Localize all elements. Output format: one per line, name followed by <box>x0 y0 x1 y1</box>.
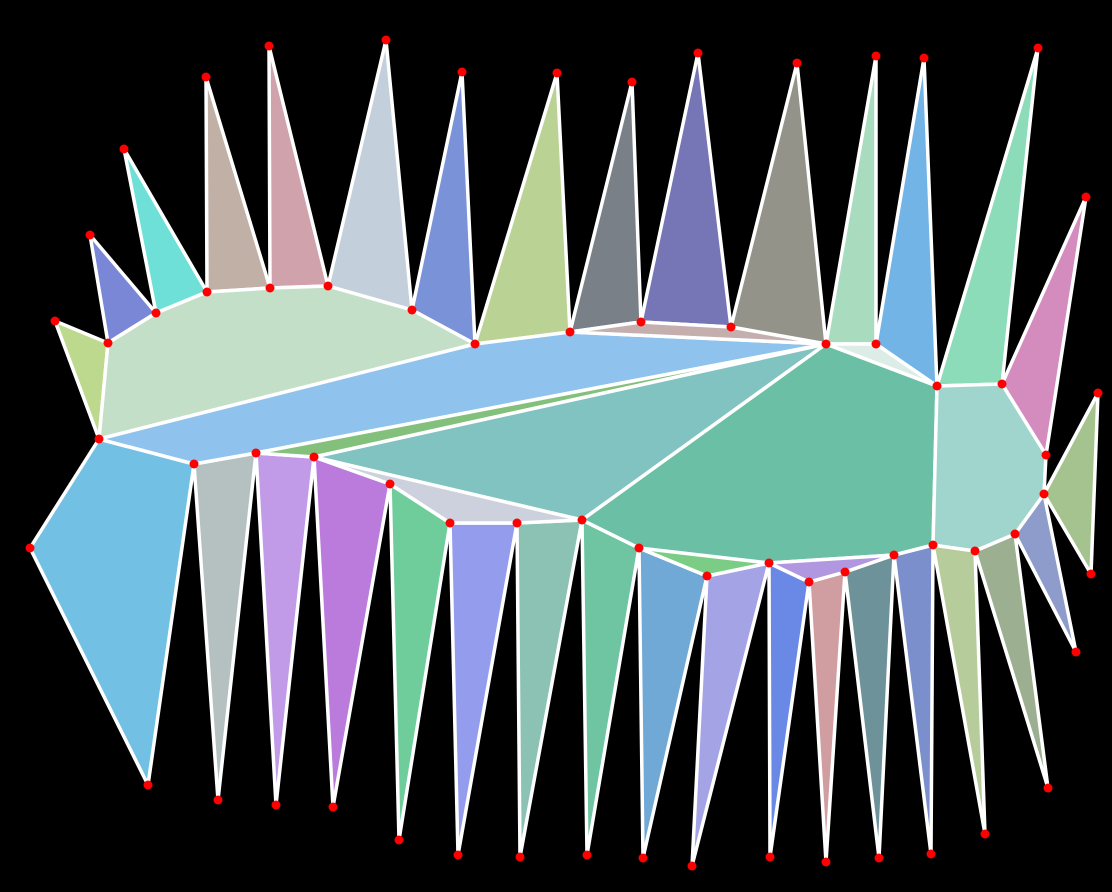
vertex-point <box>201 72 211 82</box>
vertex-point <box>50 316 60 326</box>
vertex-point <box>251 448 261 458</box>
vertex-point <box>512 518 522 528</box>
vertex-point <box>264 41 274 51</box>
vertex-point <box>889 550 899 560</box>
polygon-body-head <box>931 382 1048 553</box>
vertex-point <box>515 852 525 862</box>
polygon-layer <box>28 38 1100 868</box>
vertex-point <box>565 327 575 337</box>
vertex-point <box>693 48 703 58</box>
vertex-point <box>687 861 697 871</box>
vertex-point <box>202 287 212 297</box>
vertex-point <box>928 540 938 550</box>
vertex-point <box>119 144 129 154</box>
vertex-point <box>1039 489 1049 499</box>
vertex-point <box>453 850 463 860</box>
vertex-point <box>1043 783 1053 793</box>
vertex-point <box>970 546 980 556</box>
vertex-point <box>189 459 199 469</box>
polygon-spike-p <box>1042 391 1100 576</box>
vertex-point <box>577 515 587 525</box>
vertex-point <box>323 281 333 291</box>
vertex-point <box>792 58 802 68</box>
vertex-point <box>1093 388 1103 398</box>
vertex-point <box>143 780 153 790</box>
vertex-point <box>871 339 881 349</box>
vertex-point <box>997 379 1007 389</box>
polygon-body-green-sliver <box>637 546 771 578</box>
vertex-point <box>840 567 850 577</box>
vertex-point <box>702 571 712 581</box>
vertex-point <box>1010 529 1020 539</box>
vertex-point <box>634 543 644 553</box>
vertex-point <box>85 230 95 240</box>
vertex-point <box>821 339 831 349</box>
vertex-point <box>821 857 831 867</box>
vertex-point <box>636 317 646 327</box>
vertex-point <box>394 835 404 845</box>
vertex-point <box>980 829 990 839</box>
vertex-point <box>1033 43 1043 53</box>
vertex-point <box>582 850 592 860</box>
polygon-body-grey-sliver <box>312 455 584 525</box>
vertex-point <box>381 35 391 45</box>
vertex-point <box>1081 192 1091 202</box>
vertex-point <box>457 67 467 77</box>
vertex-point <box>151 308 161 318</box>
vertex-point <box>932 381 942 391</box>
vertex-point <box>874 853 884 863</box>
polygon-body-pale-top <box>824 342 939 388</box>
vertex-point <box>265 283 275 293</box>
vertex-point <box>103 338 113 348</box>
vertex-point <box>1041 450 1051 460</box>
vertex-point <box>926 849 936 859</box>
vertex-point <box>213 795 223 805</box>
vertex-point <box>385 479 395 489</box>
vertex-point <box>407 305 417 315</box>
vertex-point <box>764 558 774 568</box>
vertex-point <box>638 853 648 863</box>
vertex-point <box>470 339 480 349</box>
vertex-point <box>445 518 455 528</box>
vertex-point <box>765 852 775 862</box>
vertex-point <box>328 802 338 812</box>
vertex-point <box>804 577 814 587</box>
vertex-point <box>94 434 104 444</box>
vertex-point <box>627 77 637 87</box>
vertex-point <box>726 322 736 332</box>
vertex-point <box>919 53 929 63</box>
vertex-point <box>271 800 281 810</box>
vertex-point <box>309 452 319 462</box>
vertex-layer <box>25 35 1103 871</box>
vertex-point <box>25 543 35 553</box>
vertex-point <box>1071 647 1081 657</box>
vertex-point <box>871 51 881 61</box>
vertex-point <box>1086 569 1096 579</box>
vertex-point <box>552 68 562 78</box>
